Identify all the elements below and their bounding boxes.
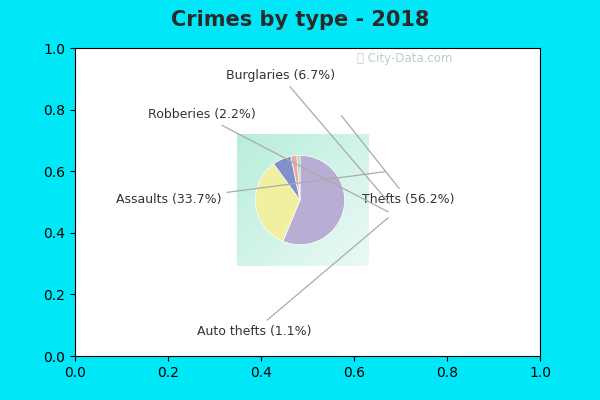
Text: ⓘ City-Data.com: ⓘ City-Data.com [357, 52, 452, 66]
Text: Assaults (33.7%): Assaults (33.7%) [116, 172, 385, 206]
Wedge shape [297, 155, 300, 200]
Text: Crimes by type - 2018: Crimes by type - 2018 [171, 10, 429, 30]
Text: Auto thefts (1.1%): Auto thefts (1.1%) [197, 218, 388, 338]
Wedge shape [291, 156, 300, 200]
Text: Robberies (2.2%): Robberies (2.2%) [148, 108, 388, 212]
Text: Burglaries (6.7%): Burglaries (6.7%) [226, 69, 389, 204]
Wedge shape [274, 156, 300, 200]
Wedge shape [256, 164, 300, 241]
Text: Thefts (56.2%): Thefts (56.2%) [341, 116, 454, 206]
Wedge shape [283, 155, 344, 245]
